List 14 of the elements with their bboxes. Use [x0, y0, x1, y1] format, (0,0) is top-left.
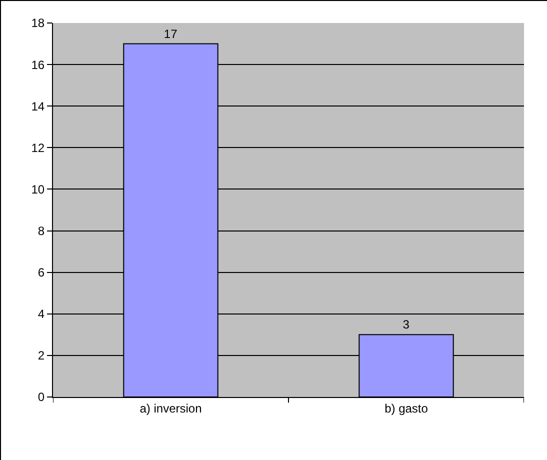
y-tick-label: 16	[31, 58, 45, 72]
x-tick-label: a) inversion	[140, 401, 202, 416]
y-tick-label: 6	[38, 266, 45, 280]
data-label: 17	[164, 26, 178, 41]
y-tick-label: 4	[38, 307, 45, 322]
y-tick-label: 12	[31, 140, 45, 155]
y-tick-label: 0	[38, 390, 45, 404]
y-tick-label: 10	[31, 182, 45, 196]
x-tick-label: b) gasto	[384, 401, 428, 416]
y-tick-label: 18	[31, 16, 45, 30]
y-tick-label: 2	[38, 348, 45, 363]
data-label: 3	[402, 318, 410, 332]
y-tick-label: 14	[31, 99, 45, 114]
y-tick-label: 8	[38, 224, 45, 238]
